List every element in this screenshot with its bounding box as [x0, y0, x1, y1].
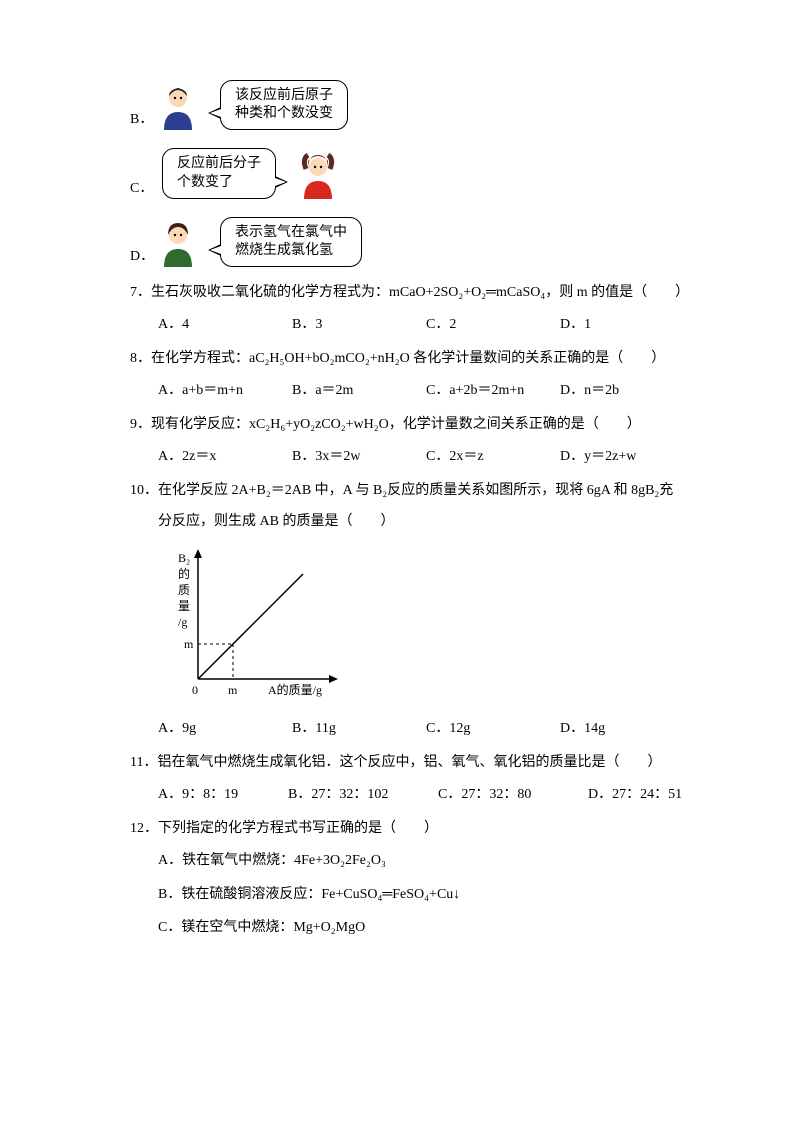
q11-text: 11．铝在氧气中燃烧生成氧化铝．这个反应中，铝、氧气、氧化铝的质量比是（ ） [130, 751, 694, 775]
q10-line2: 分反应，则生成 AB 的质量是（ ） [158, 510, 694, 534]
q10-a: A．9g [158, 717, 292, 737]
q8-options: A．a+b＝m+n B．a＝2m C．a+2b＝2m+n D．n＝2b [158, 379, 694, 399]
chart-xlabel: A的质量/g [268, 682, 322, 697]
chart-origin: 0 [192, 683, 198, 697]
q11-options: A．9：8：19 B．27：32：102 C．27：32：80 D．27：24：… [158, 783, 694, 803]
character-c-icon [294, 151, 342, 199]
q10-line1: 10．在化学反应 2A+B₂＝2AB 中，A 与 B₂反应的质量关系如图所示，现… [130, 479, 694, 503]
option-c-letter: C． [130, 177, 154, 199]
bubble-c-line1: 反应前后分子 [177, 155, 261, 173]
q12-b: B．铁在硫酸铜溶液反应：Fe+CuSO₄═FeSO₄+Cu↓ [158, 883, 694, 907]
chart-ytick: m [184, 637, 194, 651]
chart-ylabel-2: 的 [178, 566, 190, 581]
chart-ylabel-3: 质 [178, 583, 190, 597]
option-b-letter: B． [130, 108, 154, 130]
q9-options: A．2z＝x B．3x＝2w C．2x＝z D．y＝2z+w [158, 445, 694, 465]
q10-options: A．9g B．11g C．12g D．14g [158, 717, 694, 737]
q9-text: 9．现有化学反应：xC₂H₆+yO₂zCO₂+wH₂O，化学计量数之间关系正确的… [130, 413, 694, 437]
bubble-b-line2: 种类和个数没变 [235, 105, 333, 123]
q11-a: A．9：8：19 [158, 783, 288, 803]
q11-d: D．27：24：51 [588, 783, 694, 803]
bubble-d-line2: 燃烧生成氯化氢 [235, 242, 347, 260]
q9-b: B．3x＝2w [292, 445, 426, 465]
option-d-letter: D． [130, 245, 154, 267]
bubble-d: 表示氢气在氯气中 燃烧生成氯化氢 [220, 217, 362, 267]
q7-options: A．4 B．3 C．2 D．1 [158, 313, 694, 333]
bubble-b: 该反应前后原子 种类和个数没变 [220, 80, 348, 130]
q7-b: B．3 [292, 313, 426, 333]
q8-a: A．a+b＝m+n [158, 379, 292, 399]
q8-c: C．a+2b＝2m+n [426, 379, 560, 399]
q10-c: C．12g [426, 717, 560, 737]
q12-text: 12．下列指定的化学方程式书写正确的是（ ） [130, 817, 694, 841]
chart-ylabel-5: /g [178, 615, 187, 629]
q10-b: B．11g [292, 717, 426, 737]
q11-c: C．27：32：80 [438, 783, 588, 803]
q12-a: A．铁在氧气中燃烧：4Fe+3O₂2Fe₂O₃ [158, 849, 694, 873]
q9-c: C．2x＝z [426, 445, 560, 465]
q8-d: D．n＝2b [560, 379, 694, 399]
option-d-row: D． 表示氢气在氯气中 燃烧生成氯化氢 [130, 217, 694, 267]
q12-c: C．镁在空气中燃烧：Mg+O₂MgO [158, 916, 694, 940]
character-d-icon [154, 219, 202, 267]
chart-ylabel-1: B₂ [178, 551, 190, 565]
option-c-row: C． 反应前后分子 个数变了 [130, 148, 694, 198]
q7-d: D．1 [560, 313, 694, 333]
bubble-c: 反应前后分子 个数变了 [162, 148, 276, 198]
bubble-d-line1: 表示氢气在氯气中 [235, 224, 347, 242]
q7-c: C．2 [426, 313, 560, 333]
q10-d: D．14g [560, 717, 694, 737]
q9-d: D．y＝2z+w [560, 445, 694, 465]
q10-chart: B₂ 的 质 量 /g m 0 m A的质量/g [158, 544, 694, 709]
q7-a: A．4 [158, 313, 292, 333]
chart-ylabel-4: 量 [178, 599, 190, 613]
bubble-b-line1: 该反应前后原子 [235, 87, 333, 105]
q7-text: 7．生石灰吸收二氧化硫的化学方程式为：mCaO+2SO₂+O₂═mCaSO₄，则… [130, 281, 694, 305]
chart-xtick: m [228, 683, 238, 697]
character-b-icon [154, 82, 202, 130]
q8-text: 8．在化学方程式：aC₂H₅OH+bO₂mCO₂+nH₂O 各化学计量数间的关系… [130, 347, 694, 371]
bubble-c-line2: 个数变了 [177, 174, 261, 192]
q11-b: B．27：32：102 [288, 783, 438, 803]
q9-a: A．2z＝x [158, 445, 292, 465]
q8-b: B．a＝2m [292, 379, 426, 399]
option-b-row: B． 该反应前后原子 种类和个数没变 [130, 80, 694, 130]
